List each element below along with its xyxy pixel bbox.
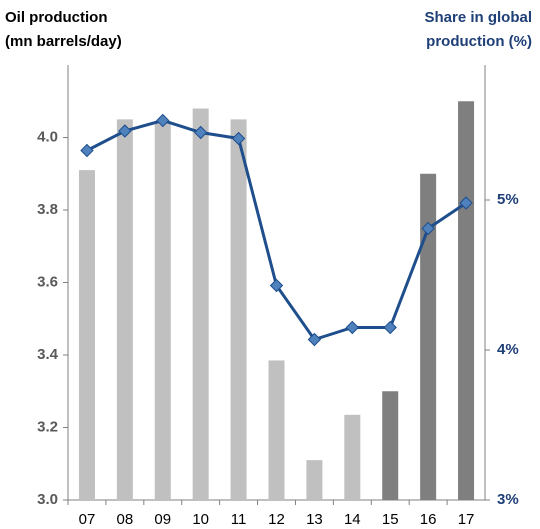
marker xyxy=(80,143,94,158)
bar xyxy=(192,108,209,500)
x-tick-label: 12 xyxy=(268,511,285,528)
bar xyxy=(306,460,323,500)
y-axis-title: Oil production xyxy=(5,9,108,26)
marker xyxy=(345,320,360,335)
marker xyxy=(118,124,132,138)
y-tick-label: 4.0 xyxy=(37,128,58,145)
y2-tick-label: 3% xyxy=(497,491,519,508)
x-tick-label: 09 xyxy=(154,511,171,528)
bar xyxy=(268,360,285,500)
x-tick-label: 16 xyxy=(420,511,437,528)
marker xyxy=(421,221,435,236)
y2-tick-label: 4% xyxy=(497,341,519,358)
x-tick-label: 11 xyxy=(231,511,247,528)
x-tick-label: 14 xyxy=(344,511,361,528)
bar xyxy=(116,119,133,500)
y-tick-label: 3.2 xyxy=(37,418,58,435)
bar xyxy=(154,123,171,500)
bar xyxy=(230,119,247,500)
bar xyxy=(458,101,475,500)
marker xyxy=(383,320,397,335)
marker xyxy=(269,278,284,293)
bar xyxy=(344,414,361,500)
y-axis-title: (mn barrels/day) xyxy=(5,33,122,50)
x-tick-label: 07 xyxy=(79,511,96,528)
x-tick-label: 15 xyxy=(382,511,399,528)
y2-tick-label: 5% xyxy=(497,191,519,208)
x-tick-label: 13 xyxy=(306,511,323,528)
x-tick-label: 08 xyxy=(117,511,134,528)
marker xyxy=(231,131,246,146)
bar xyxy=(78,170,95,500)
bar xyxy=(382,391,399,500)
y2-axis-title: production (%) xyxy=(426,33,532,50)
y-tick-label: 3.6 xyxy=(37,273,58,290)
y-tick-label: 3.0 xyxy=(37,491,58,508)
x-tick-label: 17 xyxy=(458,511,475,528)
bar xyxy=(420,173,437,500)
marker xyxy=(193,125,208,140)
x-tick-label: 10 xyxy=(192,511,209,528)
y2-axis-title: Share in global xyxy=(424,9,532,26)
y-tick-label: 3.8 xyxy=(37,201,58,218)
marker xyxy=(307,332,322,347)
y-tick-label: 3.4 xyxy=(37,346,59,363)
line xyxy=(86,118,467,342)
marker xyxy=(459,196,473,210)
marker xyxy=(156,113,170,128)
